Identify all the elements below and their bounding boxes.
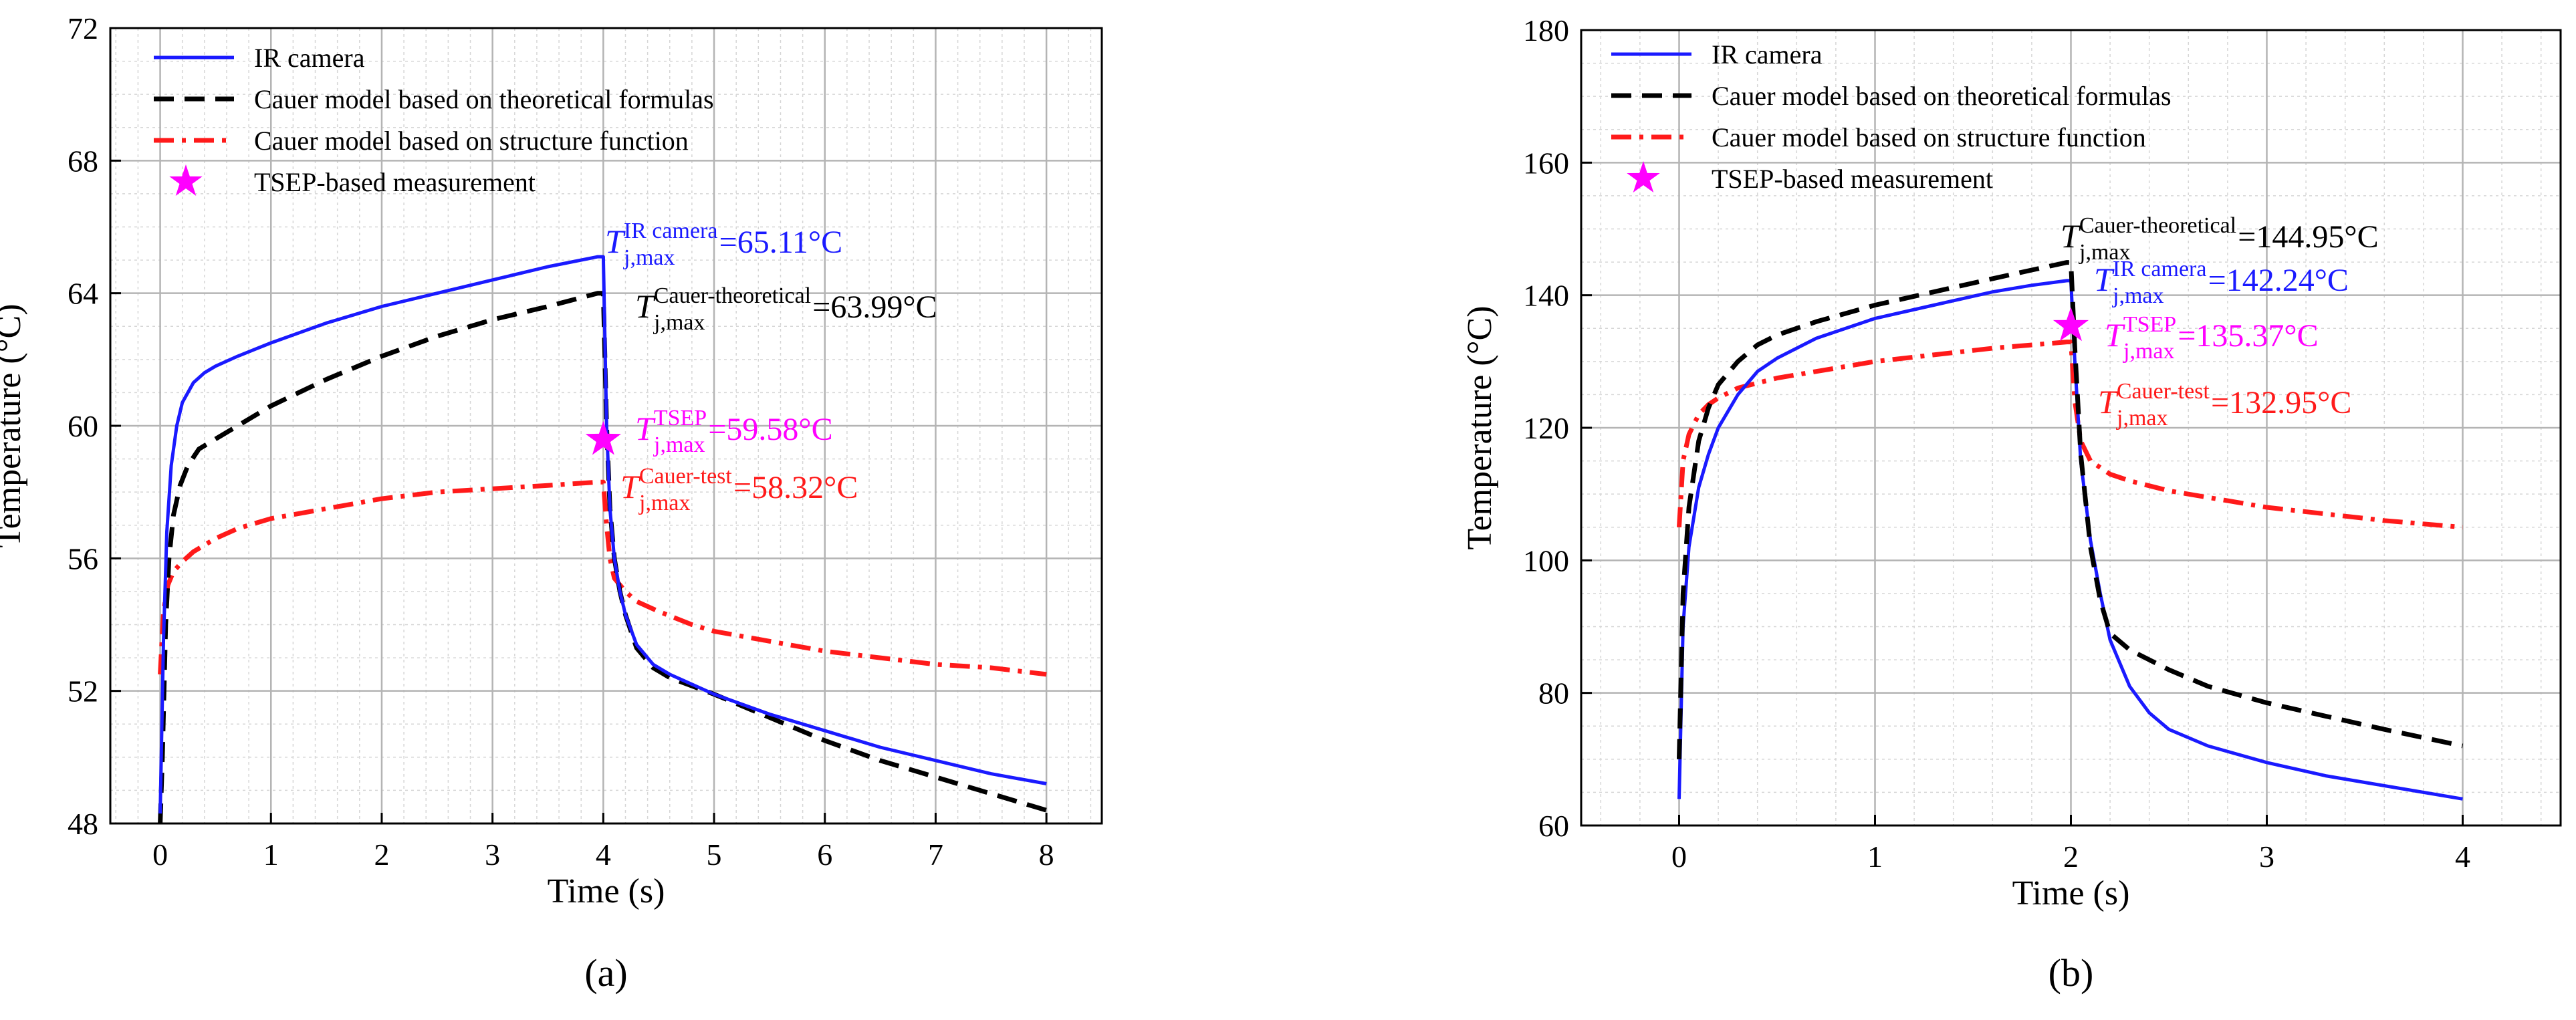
legend-label: IR camera [254, 43, 365, 73]
legend-star-icon [169, 164, 203, 196]
annotation-0: TIR camera j,max =65.11°C [605, 219, 842, 270]
annotation-subscript: j,max [2123, 339, 2174, 364]
tsep-star-marker [585, 420, 621, 455]
y-tick-label: 100 [1523, 543, 1569, 578]
annotation-symbol: T [2098, 383, 2119, 420]
annotation-value: =132.95°C [2211, 385, 2351, 420]
y-tick-label: 72 [68, 11, 98, 45]
y-tick-label: 52 [68, 674, 98, 709]
y-tick-label: 80 [1538, 676, 1569, 711]
y-tick-label: 64 [68, 277, 98, 311]
legend-label: IR camera [1712, 39, 1823, 70]
series-line-dashdot [158, 479, 1047, 677]
annotation-value: =65.11°C [719, 225, 843, 260]
annotation-value: =142.24°C [2208, 263, 2349, 298]
x-tick-label: 2 [374, 838, 389, 872]
x-tick-label: 7 [928, 838, 943, 872]
x-tick-label: 1 [263, 838, 279, 872]
x-tick-label: 0 [152, 838, 168, 872]
annotation-superscript: IR camera [624, 219, 718, 243]
annotation-value: =144.95°C [2238, 219, 2378, 255]
legend-label: TSEP-based measurement [254, 167, 536, 197]
annotation-1: TIR camera j,max =142.24°C [2094, 257, 2349, 308]
annotation-value: =135.37°C [2178, 318, 2318, 354]
x-tick-label: 6 [817, 838, 832, 872]
x-axis-label: Time (s) [2012, 874, 2130, 912]
annotation-symbol: T [620, 468, 641, 505]
legend-star-icon [1627, 161, 1660, 193]
x-tick-label: 2 [2063, 840, 2079, 874]
series-line-solid [158, 255, 1047, 814]
series-line-dashed [158, 291, 1048, 823]
plot-frame [1580, 29, 2562, 827]
legend-label: Cauer model based on structure function [254, 126, 689, 156]
annotation-value: =63.99°C [812, 289, 937, 325]
y-tick-label: 180 [1523, 13, 1569, 47]
tsep-star-marker [2053, 307, 2089, 342]
x-tick-label: 0 [1671, 840, 1687, 874]
annotation-superscript: TSEP [2123, 312, 2176, 337]
annotation-subscript: j,max [653, 310, 705, 335]
annotation-symbol: T [635, 287, 656, 325]
annotation-symbol: T [2105, 316, 2125, 354]
annotation-subscript: j,max [2116, 406, 2168, 430]
annotation-subscript: j,max [2079, 240, 2130, 265]
annotation-symbol: T [2094, 261, 2115, 298]
annotation-value: =59.58°C [708, 412, 832, 447]
x-tick-label: 4 [2455, 840, 2470, 874]
y-axis-label: Temperature (°C) [0, 303, 28, 547]
y-tick-label: 56 [68, 541, 98, 576]
annotation-3: TCauer-test j,max =58.32°C [620, 464, 858, 515]
annotation-superscript: IR camera [2113, 257, 2207, 281]
plot-frame [109, 27, 1103, 825]
x-tick-label: 3 [485, 838, 500, 872]
series-line-solid [1677, 279, 2463, 801]
legend-label: TSEP-based measurement [1712, 164, 1993, 194]
x-axis-label: Time (s) [548, 872, 665, 910]
annotation-2: TTSEP j,max =135.37°C [2105, 312, 2319, 364]
annotation-superscript: Cauer-test [2117, 379, 2210, 404]
annotation-2: TTSEP j,max =59.58°C [635, 406, 833, 457]
x-tick-label: 4 [596, 838, 611, 872]
x-tick-label: 8 [1039, 838, 1054, 872]
panel-label: (b) [2048, 951, 2094, 995]
y-tick-label: 140 [1523, 279, 1569, 313]
x-tick-label: 1 [1867, 840, 1883, 874]
annotation-subscript: j,max [638, 491, 690, 515]
annotation-1: TCauer-theoretical j,max =63.99°C [635, 283, 937, 335]
panel-label: (a) [584, 951, 627, 995]
y-tick-label: 48 [68, 807, 98, 841]
annotation-3: TCauer-test j,max =132.95°C [2098, 379, 2351, 430]
annotation-subscript: j,max [623, 245, 675, 270]
annotation-symbol: T [2061, 217, 2081, 255]
x-tick-label: 3 [2259, 840, 2274, 874]
legend-label: Cauer model based on theoretical formula… [1712, 81, 2172, 111]
annotation-value: =58.32°C [733, 470, 858, 505]
annotation-symbol: T [605, 223, 626, 260]
y-tick-label: 60 [1538, 809, 1569, 843]
annotation-subscript: j,max [2112, 283, 2163, 308]
legend-label: Cauer model based on structure function [1712, 122, 2146, 152]
annotation-subscript: j,max [653, 432, 705, 457]
annotation-superscript: Cauer-theoretical [654, 283, 811, 308]
annotation-superscript: TSEP [654, 406, 707, 430]
x-tick-label: 5 [707, 838, 722, 872]
annotation-symbol: T [635, 410, 656, 447]
y-tick-label: 60 [68, 409, 98, 443]
y-tick-label: 68 [68, 144, 98, 178]
legend-label: Cauer model based on theoretical formula… [254, 84, 714, 114]
annotation-superscript: Cauer-theoretical [2079, 213, 2236, 238]
y-tick-label: 160 [1523, 146, 1569, 180]
annotation-0: TCauer-theoretical j,max =144.95°C [2061, 213, 2379, 265]
chart-panel-b: 0 1 2 3 4 60 80 100 120 140 160 180 Time (s) Temperat… [1461, 13, 2562, 995]
annotation-superscript: Cauer-test [639, 464, 733, 489]
y-tick-label: 120 [1523, 411, 1569, 445]
y-axis-label: Temperature (°C) [1461, 305, 1499, 549]
